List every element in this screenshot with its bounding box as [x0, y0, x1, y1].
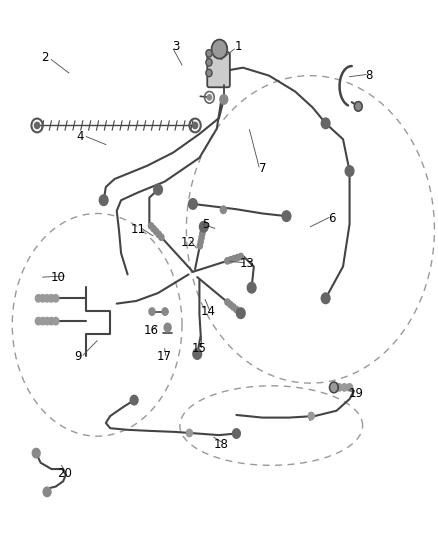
Text: 19: 19 — [349, 387, 364, 400]
Circle shape — [40, 295, 46, 302]
Circle shape — [148, 223, 154, 229]
Circle shape — [35, 122, 40, 128]
Circle shape — [228, 301, 233, 308]
Text: 12: 12 — [181, 236, 196, 249]
Circle shape — [206, 50, 212, 57]
Circle shape — [308, 413, 314, 419]
Circle shape — [40, 317, 46, 325]
Circle shape — [151, 225, 156, 232]
Circle shape — [154, 184, 162, 195]
Circle shape — [354, 102, 362, 111]
Circle shape — [53, 295, 59, 302]
Circle shape — [200, 230, 205, 237]
Circle shape — [154, 228, 159, 235]
Circle shape — [48, 295, 54, 302]
Circle shape — [156, 231, 161, 238]
Circle shape — [35, 317, 42, 325]
Text: 9: 9 — [74, 350, 81, 363]
Text: 4: 4 — [76, 130, 84, 143]
Circle shape — [43, 487, 51, 497]
Circle shape — [225, 299, 230, 305]
Circle shape — [35, 295, 42, 302]
Circle shape — [346, 384, 353, 391]
Circle shape — [238, 253, 244, 260]
Circle shape — [164, 323, 171, 332]
Circle shape — [282, 211, 291, 221]
Circle shape — [237, 309, 242, 315]
Text: 7: 7 — [259, 162, 266, 175]
Circle shape — [192, 122, 198, 128]
Circle shape — [162, 308, 168, 316]
Circle shape — [199, 235, 204, 241]
Circle shape — [207, 95, 212, 100]
Circle shape — [237, 308, 245, 318]
Circle shape — [199, 221, 208, 232]
Text: 17: 17 — [157, 350, 172, 363]
Circle shape — [44, 295, 50, 302]
Circle shape — [201, 226, 206, 232]
Circle shape — [247, 282, 256, 293]
Circle shape — [220, 206, 226, 214]
Circle shape — [231, 255, 237, 262]
Text: 1: 1 — [235, 40, 242, 53]
Text: 13: 13 — [240, 257, 255, 270]
Circle shape — [48, 317, 54, 325]
Circle shape — [99, 195, 108, 206]
Circle shape — [32, 448, 40, 458]
Text: 6: 6 — [328, 212, 336, 225]
Circle shape — [220, 95, 228, 104]
Text: 2: 2 — [41, 51, 49, 63]
Circle shape — [341, 384, 347, 391]
Circle shape — [206, 59, 212, 66]
Text: 14: 14 — [201, 305, 215, 318]
Circle shape — [345, 166, 354, 176]
Circle shape — [233, 306, 239, 312]
Circle shape — [53, 317, 59, 325]
Circle shape — [159, 234, 164, 240]
Circle shape — [233, 429, 240, 438]
Circle shape — [198, 238, 203, 245]
Circle shape — [186, 429, 192, 437]
Circle shape — [225, 257, 230, 264]
Text: 3: 3 — [172, 40, 179, 53]
Text: 16: 16 — [144, 324, 159, 337]
Circle shape — [188, 199, 197, 209]
FancyBboxPatch shape — [207, 52, 230, 87]
Circle shape — [212, 39, 227, 59]
Circle shape — [228, 256, 233, 263]
Circle shape — [193, 349, 201, 359]
Circle shape — [235, 254, 240, 261]
Text: 10: 10 — [50, 271, 65, 284]
Text: 8: 8 — [365, 69, 373, 82]
Circle shape — [321, 293, 330, 304]
Circle shape — [336, 384, 342, 391]
Circle shape — [230, 304, 236, 310]
Circle shape — [321, 118, 330, 128]
Text: 15: 15 — [192, 342, 207, 355]
Circle shape — [149, 308, 155, 316]
Text: 5: 5 — [202, 217, 210, 231]
Circle shape — [44, 317, 50, 325]
Text: 20: 20 — [57, 467, 72, 480]
Circle shape — [206, 69, 212, 77]
Circle shape — [130, 395, 138, 405]
Circle shape — [197, 243, 202, 249]
Text: 11: 11 — [131, 223, 146, 236]
Circle shape — [331, 384, 337, 391]
Text: 18: 18 — [214, 438, 229, 450]
